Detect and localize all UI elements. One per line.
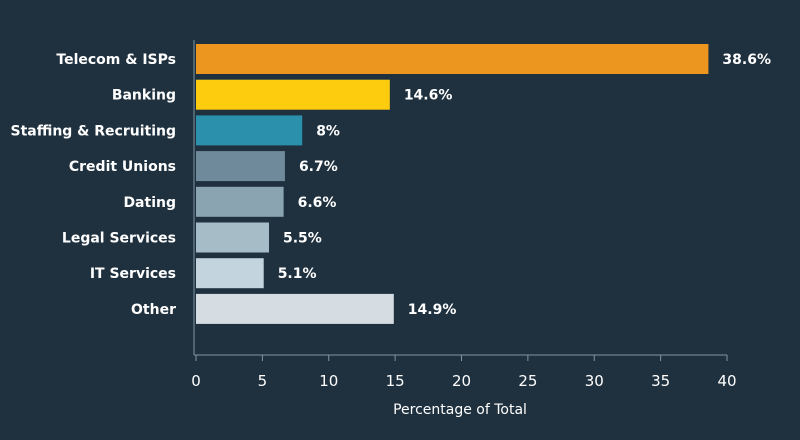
x-tick-label: 35 xyxy=(651,372,670,390)
category-label: IT Services xyxy=(90,266,176,282)
x-tick-label: 40 xyxy=(717,372,736,390)
x-tick-label: 15 xyxy=(386,372,405,390)
category-label: Other xyxy=(131,302,176,318)
bar-7 xyxy=(196,293,394,324)
x-axis-title: Percentage of Total xyxy=(393,402,527,418)
category-label: Credit Unions xyxy=(69,159,176,175)
data-label: 38.6% xyxy=(722,52,771,68)
data-label: 14.6% xyxy=(404,88,453,104)
data-label: 8% xyxy=(316,123,340,139)
category-label: Banking xyxy=(112,88,176,104)
data-label: 6.6% xyxy=(298,195,337,211)
bar-1 xyxy=(196,79,390,110)
x-tick-label: 30 xyxy=(585,372,604,390)
x-axis: 0 5 10 15 20 25 30 35 40 xyxy=(191,40,737,390)
category-label: Dating xyxy=(123,195,176,211)
data-label: 5.1% xyxy=(278,266,317,282)
data-label: 14.9% xyxy=(408,302,457,318)
x-tick-label: 0 xyxy=(191,372,201,390)
bars-layer xyxy=(196,44,709,324)
x-tick-label: 20 xyxy=(452,372,471,390)
data-label: 6.7% xyxy=(299,159,338,175)
category-label: Legal Services xyxy=(62,231,176,247)
bar-0 xyxy=(196,44,709,74)
category-label: Staffing & Recruiting xyxy=(10,123,176,139)
bar-3 xyxy=(196,151,285,182)
x-tick-label: 5 xyxy=(258,372,268,390)
category-label: Telecom & ISPs xyxy=(56,52,176,68)
data-label: 5.5% xyxy=(283,231,322,247)
bar-2 xyxy=(196,115,303,146)
bar-5 xyxy=(196,222,270,253)
labels-layer: Telecom & ISPs 38.6% Banking 14.6% Staffing … xyxy=(10,52,771,318)
bar-4 xyxy=(196,186,284,217)
bar-6 xyxy=(196,258,264,289)
x-tick-label: 10 xyxy=(319,372,338,390)
x-tick-label: 25 xyxy=(518,372,537,390)
